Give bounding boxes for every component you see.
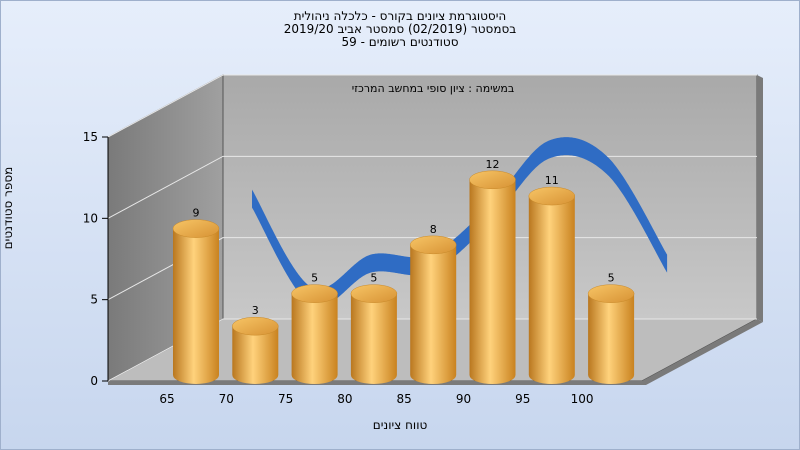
bar-value-label: 5: [370, 272, 377, 285]
bar-body: [291, 293, 338, 384]
bar: 9: [172, 207, 220, 384]
x-axis-label: טווח ציונים: [372, 418, 428, 432]
bar-value-label: 8: [430, 223, 437, 236]
title-line-2: בסמסטר (02/2019) סמסטר אביב 2019/20: [283, 22, 517, 36]
bar-body: [410, 244, 457, 384]
grid-line: [107, 318, 757, 382]
x-tick-label: 80: [337, 392, 352, 406]
bar-value-label: 12: [486, 158, 500, 171]
bar-body: [232, 326, 279, 384]
bar-top: [350, 284, 398, 303]
x-tick-label: 100: [571, 392, 594, 406]
chart-annotation: במשימה : ציון סופי במחשב המרכזי: [352, 82, 515, 95]
bar-top: [469, 170, 516, 190]
bar-top: [291, 284, 338, 303]
y-axis-label: מספר סטודנטים: [1, 166, 15, 250]
y-tick-label: 10: [83, 211, 98, 225]
bar-value-label: 3: [252, 304, 259, 317]
bar-value-label: 5: [608, 272, 615, 285]
x-tick-label: 65: [159, 392, 174, 406]
grid-line: [107, 237, 757, 301]
y-tick-label: 5: [90, 293, 98, 307]
bar-body: [469, 179, 516, 384]
bar-body: [588, 293, 635, 384]
y-tick-label: 15: [83, 130, 98, 144]
bar: 5: [350, 272, 398, 384]
distribution-curve: [252, 137, 668, 308]
bar-top: [172, 219, 220, 238]
bar-body: [528, 196, 575, 384]
bar-value-label: 5: [311, 272, 318, 285]
bar: 3: [232, 304, 279, 384]
title-line-1: היסטוגרמת ציונים בקורס - כלכלה ניהולית: [293, 9, 507, 23]
y-tick-label: 0: [90, 374, 98, 388]
bar: 11: [528, 174, 576, 384]
bar: 5: [587, 272, 635, 384]
bar-top: [232, 316, 279, 336]
bar: 5: [291, 272, 338, 384]
bar-value-label: 11: [545, 174, 559, 187]
title-line-3: סטודנטים רשומים - 59: [341, 35, 459, 49]
bar-top: [528, 186, 576, 206]
x-tick-label: 75: [278, 392, 293, 406]
x-tick-label: 70: [219, 392, 234, 406]
x-tick-label: 85: [397, 392, 412, 406]
bar-value-label: 9: [193, 207, 200, 220]
bar-body: [173, 228, 219, 384]
grid-line: [107, 74, 757, 138]
bar: 12: [469, 158, 516, 384]
bar-top: [587, 284, 635, 303]
bar-body: [350, 293, 397, 384]
chart-titles: היסטוגרמת ציונים בקורס - כלכלה ניהולית ב…: [0, 10, 800, 49]
x-tick-label: 90: [456, 392, 471, 406]
bar: 8: [409, 223, 457, 384]
bar-top: [409, 235, 457, 255]
x-tick-label: 95: [515, 392, 530, 406]
wall-edge: [757, 75, 763, 322]
